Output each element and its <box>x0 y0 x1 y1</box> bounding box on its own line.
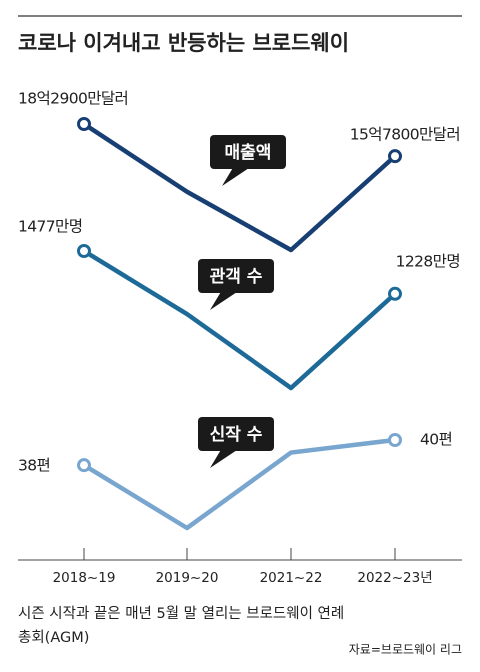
point-marker <box>388 149 402 164</box>
series-line <box>82 437 396 531</box>
note-line: 시즌 시작과 끝은 매년 5월 말 열리는 브로드웨이 연례 <box>18 605 344 622</box>
value-label: 15억7800만달러 <box>350 126 460 144</box>
legend-label: 매출액 <box>225 143 272 163</box>
callout-box <box>210 135 286 169</box>
callout-tail <box>210 290 240 310</box>
note-line: 총회(AGM) <box>18 629 89 646</box>
callout-tail <box>222 166 252 186</box>
point-marker <box>388 286 402 301</box>
value-label: 18억2900만달러 <box>18 90 128 108</box>
point-marker <box>77 244 91 258</box>
series-line <box>82 122 397 253</box>
legend-label: 신작 수 <box>210 425 263 445</box>
x-tick-label: 2021~22 <box>260 570 323 586</box>
point-marker <box>77 458 91 473</box>
callout-box <box>198 259 274 293</box>
series-line <box>82 249 397 391</box>
chart-title: 코로나 이겨내고 반등하는 브로드웨이 <box>18 31 349 55</box>
x-tick-label: 2019~20 <box>156 570 219 586</box>
x-tick-label: 2018~19 <box>53 570 116 586</box>
callout-tail <box>210 448 240 468</box>
value-label: 1477만명 <box>18 218 82 236</box>
source: 자료=브로드웨이 리그 <box>349 643 462 657</box>
point-marker <box>388 433 402 447</box>
value-label: 1228만명 <box>396 253 460 271</box>
value-label: 40편 <box>420 431 452 449</box>
callout-box <box>198 417 274 451</box>
value-label: 38편 <box>18 457 50 475</box>
legend-label: 관객 수 <box>210 267 263 287</box>
point-marker <box>77 117 91 131</box>
x-tick-label: 2022~23년 <box>357 570 432 586</box>
